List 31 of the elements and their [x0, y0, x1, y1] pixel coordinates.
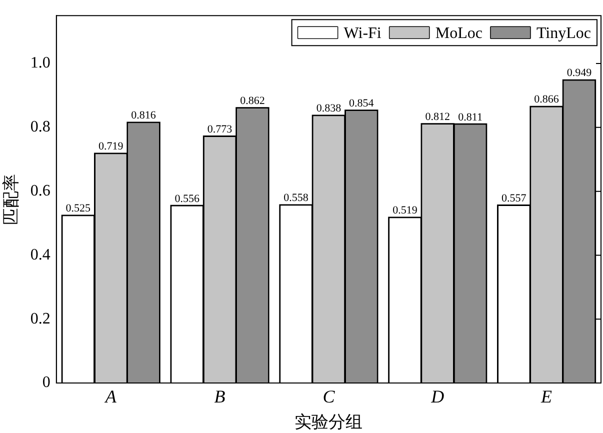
data-label: 0.838 — [316, 102, 342, 115]
data-label: 0.811 — [458, 111, 482, 124]
data-label: 0.854 — [349, 98, 374, 110]
x-tick-label: D — [430, 386, 444, 407]
y-tick-label: 0.6 — [30, 182, 50, 200]
data-label: 0.949 — [566, 67, 592, 80]
data-label: 0.519 — [392, 204, 418, 217]
y-tick-label: 0.8 — [30, 118, 50, 136]
y-tick-label: 0.2 — [30, 310, 50, 328]
data-label: 0.812 — [425, 110, 450, 123]
data-label: 0.862 — [240, 95, 265, 107]
x-tick-label: C — [322, 386, 336, 407]
y-tick-label: 0 — [42, 374, 50, 392]
data-label: 0.719 — [98, 140, 124, 153]
data-label: 0.557 — [501, 192, 527, 204]
legend-label: TinyLoc — [536, 24, 591, 42]
data-label: 0.773 — [207, 123, 233, 136]
y-tick-label: 1.0 — [30, 54, 50, 72]
y-axis-title: 匹配率 — [2, 174, 21, 225]
x-tick-label: B — [214, 386, 226, 407]
x-axis-title: 实验分组 — [294, 412, 363, 432]
data-label: 0.525 — [66, 202, 92, 215]
x-tick-label: A — [104, 386, 118, 407]
x-tick-label: E — [540, 386, 552, 407]
data-label: 0.866 — [534, 94, 560, 106]
legend-label: MoLoc — [435, 24, 482, 42]
data-label: 0.558 — [284, 192, 309, 204]
data-label: 0.816 — [131, 110, 156, 122]
y-tick-label: 0.4 — [30, 246, 50, 264]
legend-label: Wi-Fi — [344, 24, 382, 42]
data-label: 0.556 — [174, 192, 200, 205]
